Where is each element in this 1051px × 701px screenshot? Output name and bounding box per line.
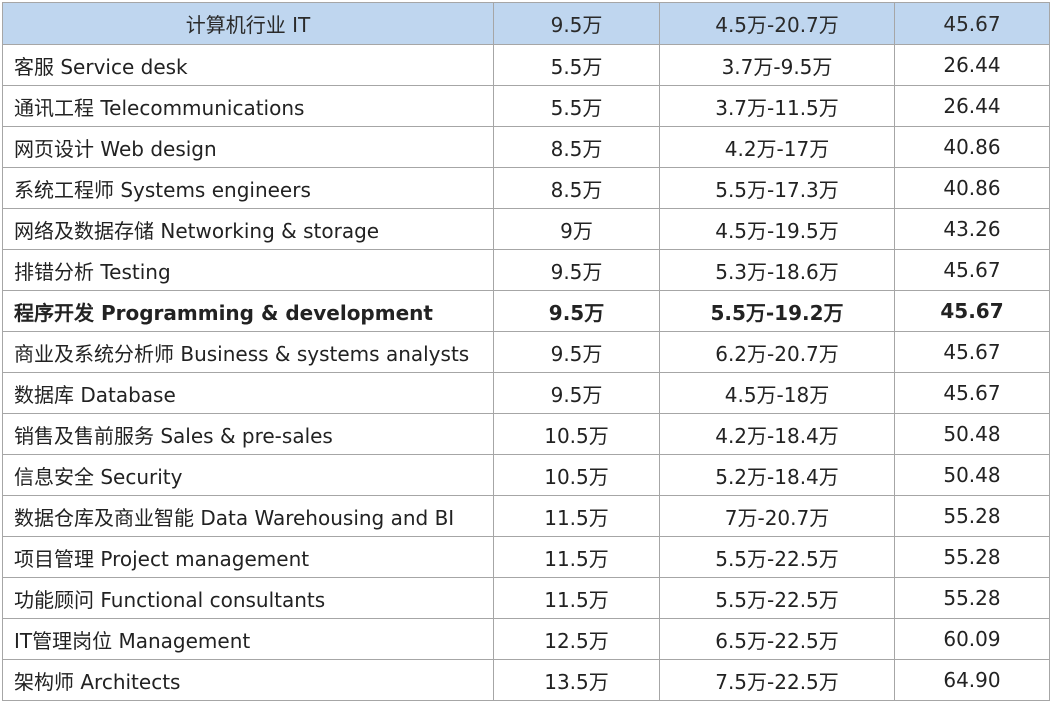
range-cell: 5.2万-18.4万 xyxy=(659,454,895,496)
role-cell: 信息安全 Security xyxy=(2,454,494,496)
role-cell: IT管理岗位 Management xyxy=(2,618,494,660)
table-row: 数据仓库及商业智能 Data Warehousing and BI 11.5万 7万… xyxy=(2,495,1050,537)
index-cell: 55.28 xyxy=(894,536,1050,578)
salary-cell: 11.5万 xyxy=(493,495,660,537)
salary-cell: 9.5万 xyxy=(493,249,660,291)
role-cell: 架构师 Architects xyxy=(2,659,494,701)
role-cell: 客服 Service desk xyxy=(2,44,494,86)
salary-cell: 12.5万 xyxy=(493,618,660,660)
table-row: 销售及售前服务 Sales & pre-sales 10.5万 4.2万-18.4万… xyxy=(2,413,1050,455)
salary-cell: 10.5万 xyxy=(493,413,660,455)
range-cell: 3.7万-11.5万 xyxy=(659,85,895,127)
role-cell: 数据库 Database xyxy=(2,372,494,414)
range-cell: 5.5万-19.2万 xyxy=(659,290,895,332)
header-range-cell: 4.5万-20.7万 xyxy=(659,2,895,45)
table-header-row: 计算机行业 IT 9.5万 4.5万-20.7万 45.67 xyxy=(2,2,1050,45)
table-row: 排错分析 Testing 9.5万 5.3万-18.6万 45.67 xyxy=(2,249,1050,291)
range-cell: 5.5万-22.5万 xyxy=(659,577,895,619)
index-cell: 60.09 xyxy=(894,618,1050,660)
header-role-cell: 计算机行业 IT xyxy=(2,2,494,45)
table-row: 功能顾问 Functional consultants 11.5万 5.5万-22.… xyxy=(2,577,1050,619)
table-row: 网页设计 Web design 8.5万 4.2万-17万 40.86 xyxy=(2,126,1050,168)
range-cell: 7.5万-22.5万 xyxy=(659,659,895,701)
range-cell: 4.2万-18.4万 xyxy=(659,413,895,455)
role-cell: 数据仓库及商业智能 Data Warehousing and BI xyxy=(2,495,494,537)
role-cell: 网络及数据存储 Networking & storage xyxy=(2,208,494,250)
salary-cell: 10.5万 xyxy=(493,454,660,496)
role-cell: 销售及售前服务 Sales & pre-sales xyxy=(2,413,494,455)
salary-cell: 8.5万 xyxy=(493,126,660,168)
range-cell: 3.7万-9.5万 xyxy=(659,44,895,86)
table-body: 客服 Service desk 5.5万 3.7万-9.5万 26.44 通讯工程 Te… xyxy=(2,44,1050,701)
salary-cell: 13.5万 xyxy=(493,659,660,701)
table-row: 商业及系统分析师 Business & systems analysts 9.5万… xyxy=(2,331,1050,373)
index-cell: 45.67 xyxy=(894,331,1050,373)
role-cell: 系统工程师 Systems engineers xyxy=(2,167,494,209)
role-cell: 功能顾问 Functional consultants xyxy=(2,577,494,619)
salary-cell: 5.5万 xyxy=(493,44,660,86)
header-salary-cell: 9.5万 xyxy=(493,2,660,45)
index-cell: 55.28 xyxy=(894,577,1050,619)
range-cell: 6.2万-20.7万 xyxy=(659,331,895,373)
salary-cell: 9万 xyxy=(493,208,660,250)
role-cell: 程序开发 Programming & development xyxy=(2,290,494,332)
index-cell: 40.86 xyxy=(894,126,1050,168)
index-cell: 50.48 xyxy=(894,413,1050,455)
table-row: 客服 Service desk 5.5万 3.7万-9.5万 26.44 xyxy=(2,44,1050,86)
salary-cell: 9.5万 xyxy=(493,331,660,373)
role-cell: 项目管理 Project management xyxy=(2,536,494,578)
table-row: 信息安全 Security 10.5万 5.2万-18.4万 50.48 xyxy=(2,454,1050,496)
salary-cell: 11.5万 xyxy=(493,577,660,619)
header-index-cell: 45.67 xyxy=(894,2,1050,45)
range-cell: 5.5万-22.5万 xyxy=(659,536,895,578)
range-cell: 5.5万-17.3万 xyxy=(659,167,895,209)
role-cell: 商业及系统分析师 Business & systems analysts xyxy=(2,331,494,373)
index-cell: 64.90 xyxy=(894,659,1050,701)
index-cell: 26.44 xyxy=(894,85,1050,127)
salary-cell: 9.5万 xyxy=(493,372,660,414)
table-row: 程序开发 Programming & development 9.5万 5.5万-1… xyxy=(2,290,1050,332)
table-row: 架构师 Architects 13.5万 7.5万-22.5万 64.90 xyxy=(2,659,1050,701)
table-row: 通讯工程 Telecommunications 5.5万 3.7万-11.5万 26.… xyxy=(2,85,1050,127)
range-cell: 4.5万-19.5万 xyxy=(659,208,895,250)
index-cell: 55.28 xyxy=(894,495,1050,537)
table-row: 数据库 Database 9.5万 4.5万-18万 45.67 xyxy=(2,372,1050,414)
salary-cell: 5.5万 xyxy=(493,85,660,127)
range-cell: 4.2万-17万 xyxy=(659,126,895,168)
table-row: 网络及数据存储 Networking & storage 9万 4.5万-19.5万… xyxy=(2,208,1050,250)
role-cell: 排错分析 Testing xyxy=(2,249,494,291)
salary-cell: 9.5万 xyxy=(493,290,660,332)
role-cell: 通讯工程 Telecommunications xyxy=(2,85,494,127)
index-cell: 26.44 xyxy=(894,44,1050,86)
range-cell: 6.5万-22.5万 xyxy=(659,618,895,660)
salary-cell: 8.5万 xyxy=(493,167,660,209)
range-cell: 7万-20.7万 xyxy=(659,495,895,537)
index-cell: 43.26 xyxy=(894,208,1050,250)
salary-cell: 11.5万 xyxy=(493,536,660,578)
index-cell: 45.67 xyxy=(894,249,1050,291)
range-cell: 4.5万-18万 xyxy=(659,372,895,414)
role-cell: 网页设计 Web design xyxy=(2,126,494,168)
table-row: 项目管理 Project management 11.5万 5.5万-22.5万 55… xyxy=(2,536,1050,578)
table-row: IT管理岗位 Management 12.5万 6.5万-22.5万 60.09 xyxy=(2,618,1050,660)
range-cell: 5.3万-18.6万 xyxy=(659,249,895,291)
table-row: 系统工程师 Systems engineers 8.5万 5.5万-17.3万 40.… xyxy=(2,167,1050,209)
index-cell: 40.86 xyxy=(894,167,1050,209)
index-cell: 45.67 xyxy=(894,290,1050,332)
index-cell: 50.48 xyxy=(894,454,1050,496)
index-cell: 45.67 xyxy=(894,372,1050,414)
